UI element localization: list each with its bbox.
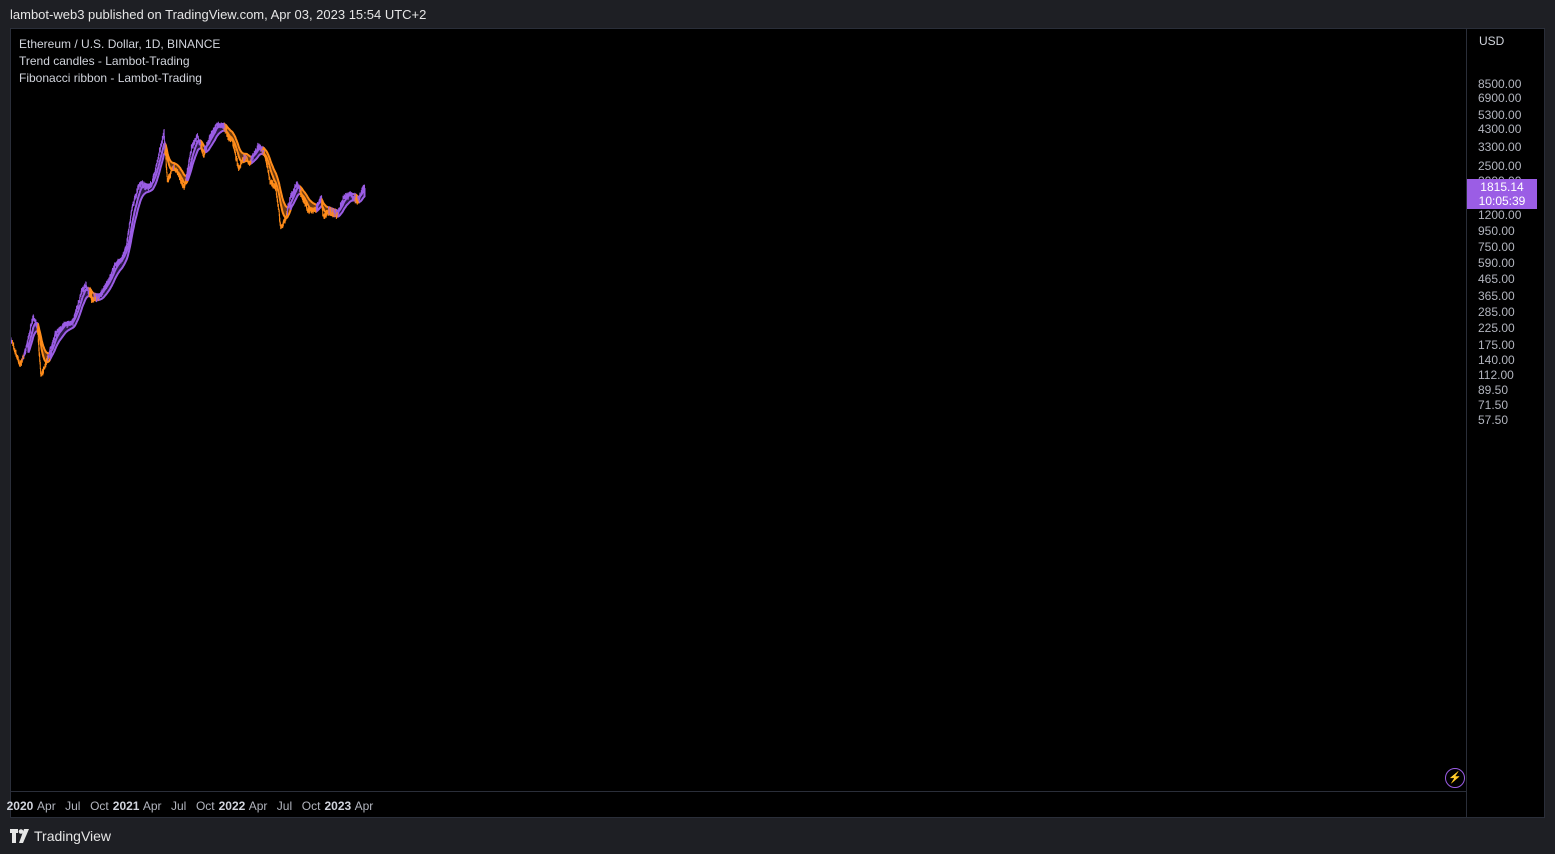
- price-tick-label: 112.00: [1478, 368, 1514, 383]
- price-tick-label: 71.50: [1478, 398, 1509, 413]
- legend-indicator-trend-candles[interactable]: Trend candles - Lambot-Trading: [19, 54, 190, 68]
- time-axis[interactable]: 2020 Apr Jul Oct 2021 Apr Jul Oct 2022 Apr Jul Oct 2…: [7, 791, 1466, 818]
- bolt-icon[interactable]: ⚡: [1445, 768, 1465, 788]
- last-price-value: 1815.14: [1480, 179, 1524, 194]
- legend-indicator-fibonacci-ribbon[interactable]: Fibonacci ribbon - Lambot-Trading: [19, 71, 202, 85]
- time-tick-label: 2020: [6, 799, 34, 813]
- price-tick-label: 365.00: [1478, 288, 1515, 303]
- currency-label: USD: [1479, 34, 1505, 48]
- plot-area[interactable]: Ethereum / U.S. Dollar, 1D, BINANCE Tren…: [11, 29, 1466, 791]
- chart-legend: Ethereum / U.S. Dollar, 1D, BINANCE Tren…: [19, 36, 220, 87]
- price-tick-label: 285.00: [1478, 305, 1515, 320]
- price-tick-label: 750.00: [1478, 240, 1515, 255]
- time-tick-label: Jul: [276, 799, 293, 813]
- fibonacci-ribbon-segment: [262, 146, 292, 219]
- price-chart[interactable]: [11, 29, 1466, 791]
- time-tick-label: Apr: [248, 799, 268, 813]
- bar-countdown: 10:05:39: [1478, 193, 1526, 208]
- price-tick-label: 1200.00: [1478, 208, 1522, 223]
- footer-brand-label: TradingView: [34, 828, 112, 844]
- price-tick-label: 6900.00: [1478, 90, 1522, 105]
- fibonacci-ribbon-segment: [225, 123, 253, 165]
- time-tick-label: 2022: [218, 799, 246, 813]
- price-tick-label: 89.50: [1478, 383, 1509, 398]
- price-tick-label: 225.00: [1478, 321, 1515, 336]
- time-tick-label: 2021: [112, 799, 140, 813]
- time-tick-label: Oct: [301, 799, 321, 813]
- publish-line: lambot-web3 published on TradingView.com…: [10, 7, 427, 22]
- price-tick-label: 465.00: [1478, 272, 1515, 287]
- time-tick-label: Apr: [354, 799, 374, 813]
- price-tick-label: 950.00: [1478, 224, 1515, 239]
- chart-frame[interactable]: Ethereum / U.S. Dollar, 1D, BINANCE Tren…: [7, 28, 1545, 818]
- time-tick-label: Apr: [142, 799, 162, 813]
- price-tick-label: 175.00: [1478, 338, 1515, 353]
- footer-brand[interactable]: TradingView: [10, 828, 111, 844]
- time-tick-label: 2023: [324, 799, 352, 813]
- price-tick-label: 590.00: [1478, 256, 1515, 271]
- price-tick-label: 4300.00: [1478, 122, 1522, 137]
- price-tick-label: 140.00: [1478, 353, 1515, 368]
- time-tick-label: Jul: [170, 799, 187, 813]
- price-tick-label: 57.50: [1478, 413, 1509, 428]
- price-tick-label: 5300.00: [1478, 108, 1522, 123]
- time-tick-label: Oct: [90, 799, 109, 813]
- price-tick-label: 8500.00: [1478, 76, 1522, 91]
- legend-symbol[interactable]: Ethereum / U.S. Dollar, 1D, BINANCE: [19, 37, 221, 51]
- price-tick-label: 2500.00: [1478, 158, 1522, 173]
- time-tick-label: Oct: [195, 799, 215, 813]
- last-price-tag: 1815.14 10:05:39: [1467, 178, 1537, 209]
- tradingview-logo-icon: [10, 829, 29, 843]
- time-tick-label: Apr: [37, 799, 56, 813]
- time-tick-label: Jul: [65, 799, 81, 813]
- price-axis[interactable]: USD 8500.00 6900.00 5300.00 4300.00 3300.00 2…: [1466, 29, 1545, 817]
- price-tick-label: 3300.00: [1478, 140, 1522, 155]
